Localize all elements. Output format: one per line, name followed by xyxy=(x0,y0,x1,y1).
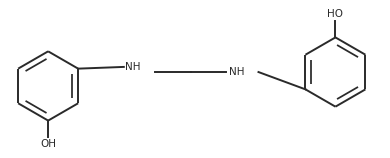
Text: OH: OH xyxy=(40,139,56,149)
Text: NH: NH xyxy=(125,62,141,72)
Text: NH: NH xyxy=(229,67,245,77)
Text: HO: HO xyxy=(328,9,344,19)
